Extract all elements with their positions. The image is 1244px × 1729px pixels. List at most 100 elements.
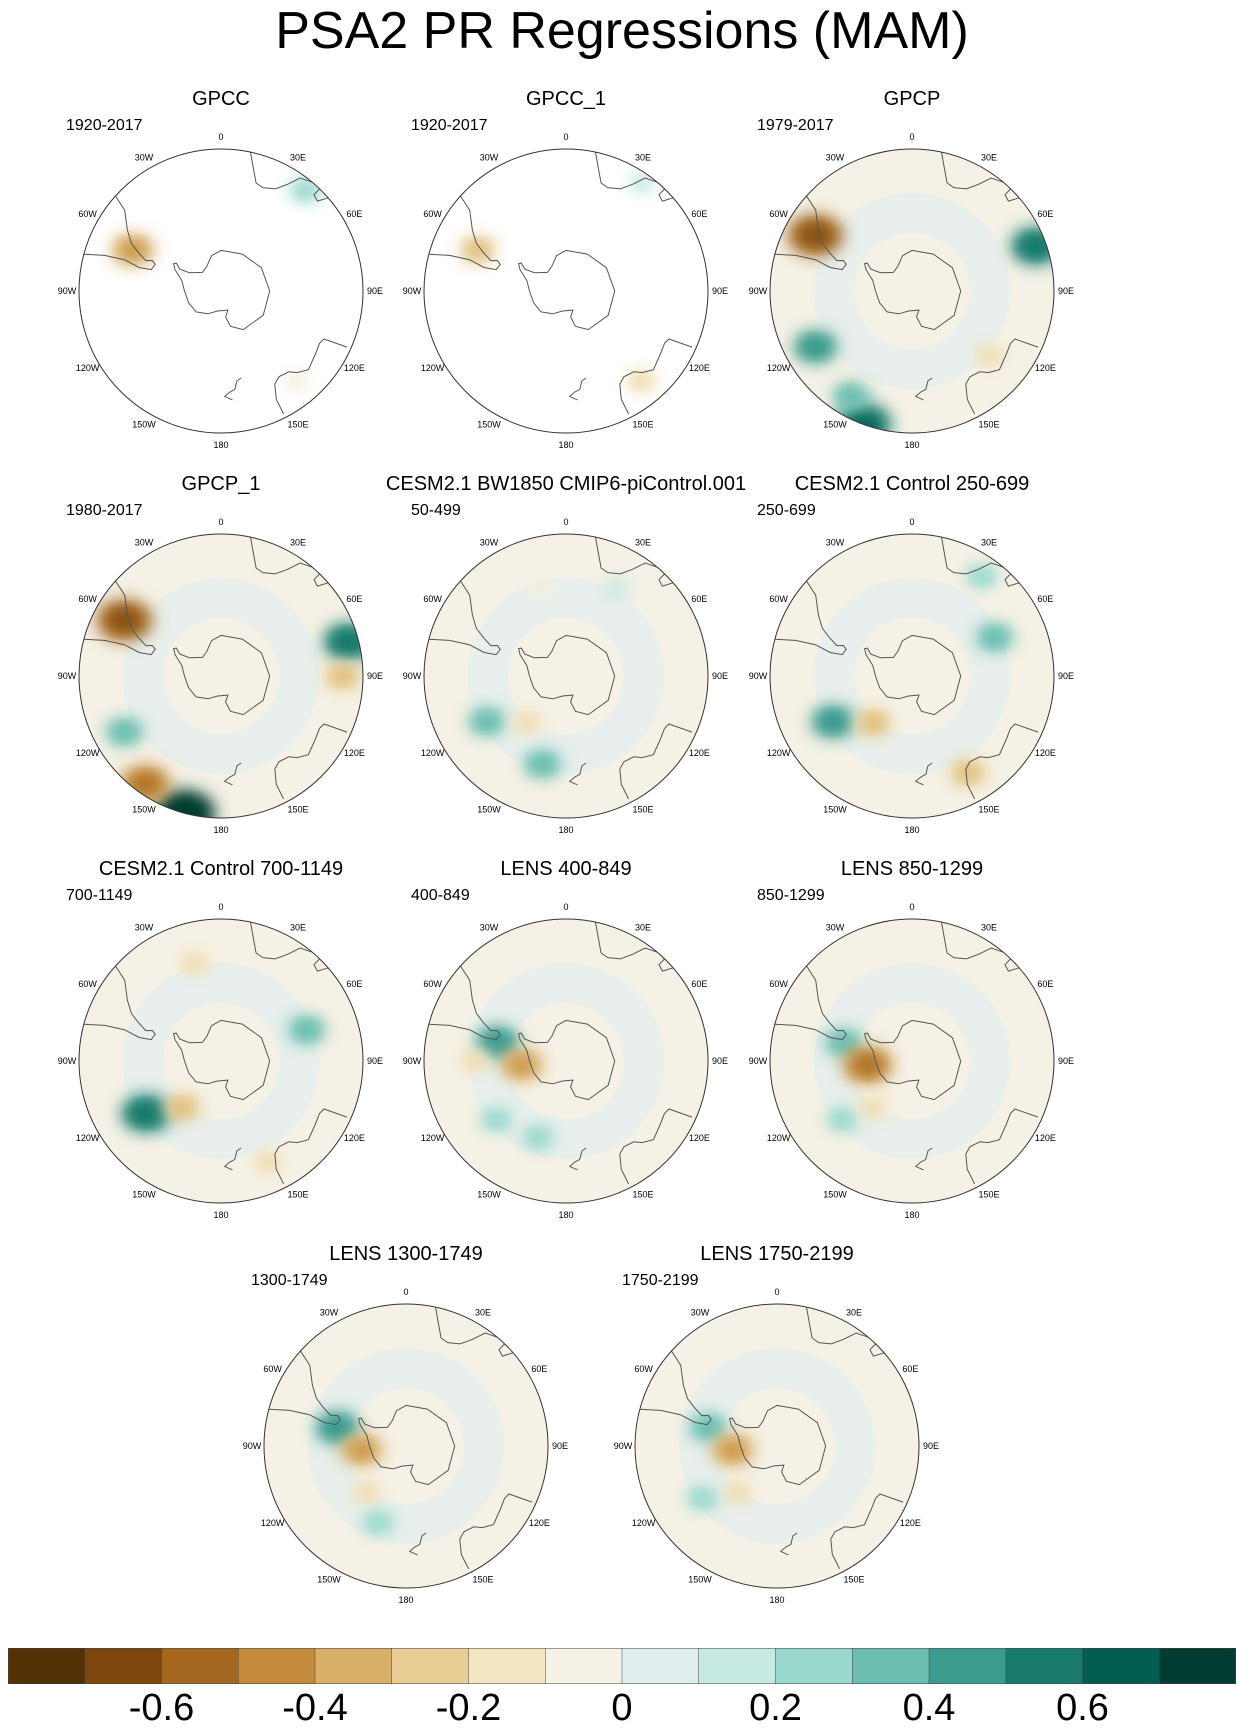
coastline	[965, 1108, 1039, 1185]
longitude-label: 60E	[346, 594, 362, 604]
panel-title: LENS 400-849	[500, 858, 632, 880]
longitude-label: 150W	[317, 1574, 341, 1584]
longitude-label: 0	[403, 1287, 408, 1297]
panel-title: GPCC_1	[525, 88, 607, 110]
longitude-label: 90E	[712, 286, 728, 296]
longitude-label: 180	[558, 1210, 573, 1220]
longitude-label: 180	[558, 440, 573, 450]
anomaly-core	[823, 713, 843, 730]
longitude-label: 90W	[58, 286, 77, 296]
longitude-label: 90W	[403, 671, 422, 681]
colorbar-swatch	[84, 1648, 162, 1684]
longitude-label: 150E	[632, 804, 653, 814]
coastline	[223, 762, 242, 786]
anomaly-core	[531, 1131, 546, 1143]
colorbar-tick-label: -0.4	[282, 1687, 348, 1729]
longitude-label: 60W	[78, 209, 97, 219]
longitude-label: 0	[218, 132, 223, 142]
panel-period: 50-499	[411, 502, 461, 519]
coastline	[965, 338, 1039, 415]
longitude-label: 30E	[635, 538, 651, 548]
longitude-label: 0	[563, 132, 568, 142]
coastline	[1004, 188, 1020, 202]
panel-title: LENS 1300-1749	[329, 1243, 483, 1265]
panel-title: LENS 1750-2199	[700, 1243, 854, 1265]
longitude-label: 60W	[423, 594, 442, 604]
coastline	[774, 965, 847, 1041]
anomaly-core	[982, 350, 997, 362]
colorbar	[8, 1648, 1236, 1684]
longitude-label: 60E	[1037, 209, 1053, 219]
longitude-label: 150E	[287, 1189, 308, 1199]
anomaly-core	[371, 1516, 386, 1528]
longitude-label: 150E	[632, 1189, 653, 1199]
longitude-label: 30W	[320, 1308, 339, 1318]
panel-title: GPCP_1	[181, 473, 261, 495]
background-anomaly-ring	[467, 577, 665, 775]
coastline	[774, 195, 847, 271]
map-background	[79, 919, 363, 1203]
panel-title: CESM2.1 Control 700-1149	[98, 858, 344, 880]
longitude-label: 30E	[475, 1308, 491, 1318]
map-background	[79, 534, 363, 818]
anomaly-core	[802, 225, 828, 246]
map-border	[634, 1303, 920, 1589]
coastline	[658, 958, 674, 972]
longitude-label: 30W	[480, 923, 499, 933]
longitude-label: 30W	[826, 153, 845, 163]
longitude-label: 150E	[632, 419, 653, 429]
map-panel-8: LENS 400-849 400-849 0 30E 60E 90E 120E 150E 1…	[381, 857, 751, 1232]
antarctica-coastline	[357, 1404, 456, 1486]
panel-title: GPCP	[883, 88, 941, 110]
panel-title: GPCC	[192, 88, 250, 110]
longitude-label: 150W	[823, 419, 847, 429]
anomaly-core	[290, 376, 303, 386]
longitude-label: 150W	[823, 1189, 847, 1199]
longitude-label: 120E	[1035, 748, 1056, 758]
longitude-label: 150W	[477, 419, 501, 429]
longitude-label: 120W	[76, 748, 100, 758]
map-border	[769, 148, 1055, 434]
antarctica-coastline	[517, 1019, 616, 1101]
coastline	[223, 377, 242, 401]
longitude-label: 30W	[480, 153, 499, 163]
longitude-label: 90E	[1058, 286, 1074, 296]
anomaly-core	[469, 243, 487, 257]
panel-period: 850-1299	[757, 887, 825, 904]
polar-map: 0 30E 60E 90E 120E 150E 180 150W 120W 90W 60W 30W	[403, 517, 728, 835]
coastline	[941, 537, 1004, 575]
colorbar-tick-label: 0.2	[749, 1687, 802, 1729]
longitude-label: 60E	[1037, 979, 1053, 989]
background-anomaly-ring	[813, 962, 1011, 1160]
map-border	[423, 148, 709, 434]
anomaly-core	[187, 957, 202, 969]
longitude-label: 150E	[978, 804, 999, 814]
colorbar-tick-label: 0.6	[1056, 1687, 1109, 1729]
anomaly-core	[805, 339, 826, 355]
map-panel-9: LENS 850-1299 850-1299 0 30E 60E 90E 120E 150…	[727, 857, 1097, 1232]
longitude-label: 120E	[689, 363, 710, 373]
longitude-label: 60E	[691, 979, 707, 989]
longitude-label: 150W	[477, 1189, 501, 1199]
panel-period: 1980-2017	[66, 502, 143, 519]
anomaly-core	[334, 669, 352, 683]
longitude-label: 30W	[135, 153, 154, 163]
coastline	[274, 338, 348, 415]
polar-map: 0 30E 60E 90E 120E 150E 180 150W 120W 90W 60W 30W	[403, 132, 728, 450]
longitude-label: 120E	[689, 1133, 710, 1143]
longitude-label: 90W	[749, 286, 768, 296]
map-border	[78, 918, 364, 1204]
anomaly-core	[478, 714, 496, 729]
polar-map: 0 30E 60E 90E 120E 150E 180 150W 120W 90W 60W 30W	[614, 1287, 939, 1605]
colorbar-swatch	[238, 1648, 316, 1684]
longitude-label: 0	[909, 132, 914, 142]
anomaly-core	[1024, 237, 1048, 255]
longitude-label: 150E	[472, 1574, 493, 1584]
anomaly-core	[730, 1487, 746, 1499]
anomaly-core	[519, 717, 535, 729]
map-panel-1: GPCC 1920-2017 0 30E 60E 90E 120E 150E 180 150W…	[36, 87, 406, 462]
longitude-label: 120W	[767, 748, 791, 758]
longitude-label: 90E	[552, 1441, 568, 1451]
coastline	[914, 377, 933, 401]
antarctica-coastline	[728, 1404, 827, 1486]
